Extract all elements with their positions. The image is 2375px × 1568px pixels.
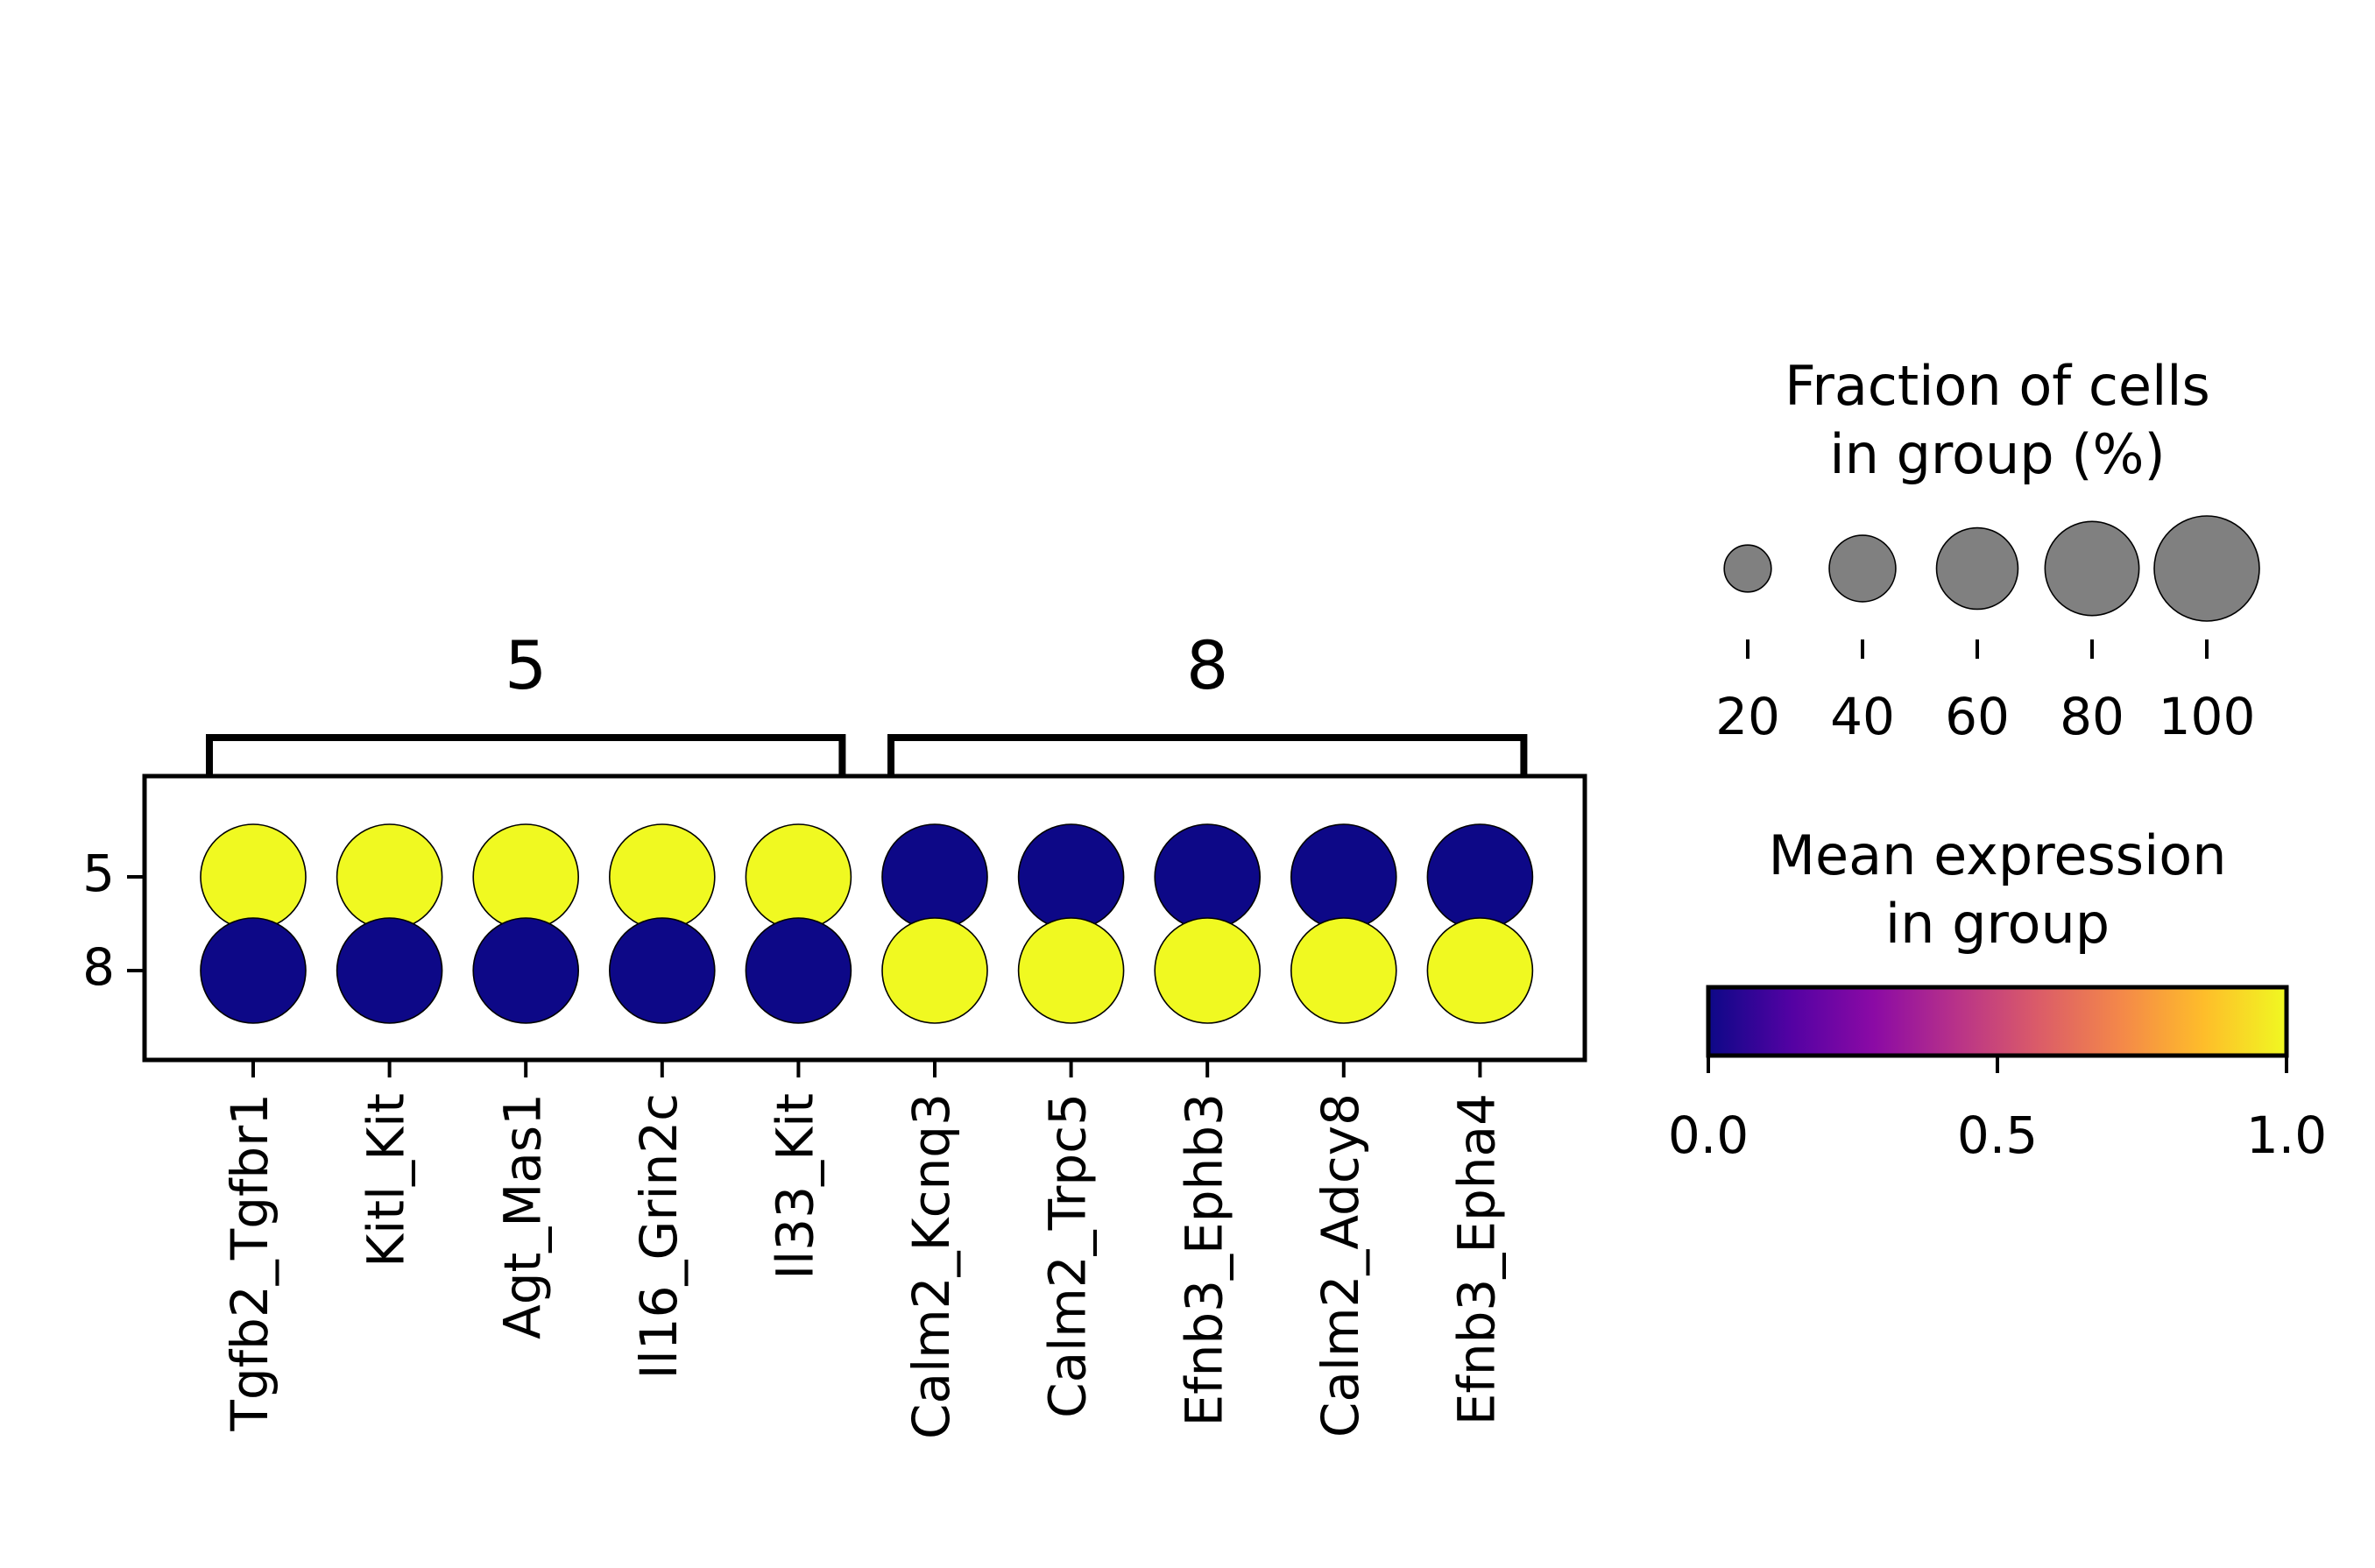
x-tick-label: Calm2_Trpc5 <box>1038 1093 1098 1418</box>
x-tick-label: Calm2_Adcy8 <box>1311 1093 1370 1437</box>
dot-5-Calm2_Kcnq3 <box>881 823 988 930</box>
size-legend-dot-40 <box>1828 534 1897 603</box>
dot-5-Efnb3_Epha4 <box>1426 823 1534 930</box>
color-legend-title-line: in group <box>1885 892 2110 956</box>
x-tick-label: Agt_Mas1 <box>492 1093 552 1339</box>
dot-8-Agt_Mas1 <box>472 917 580 1024</box>
colorbar-tick-label: 0.5 <box>1957 1105 2038 1165</box>
dot-8-Il33_Kit <box>745 917 852 1024</box>
dot-5-Kitl_Kit <box>336 823 443 930</box>
size-legend-dot-60 <box>1935 526 2019 611</box>
dot-8-Kitl_Kit <box>336 917 443 1024</box>
x-tick-label: Il16_Grin2c <box>629 1093 689 1379</box>
dot-5-Agt_Mas1 <box>472 823 580 930</box>
dot-8-Il16_Grin2c <box>608 917 716 1024</box>
dot-5-Tgfb2_Tgfbr1 <box>200 823 307 930</box>
colorbar-tick-label: 0.0 <box>1668 1105 1749 1165</box>
size-legend-label: 20 <box>1715 687 1780 746</box>
size-legend-dot-80 <box>2044 520 2140 617</box>
colorbar-tick-label: 1.0 <box>2246 1105 2327 1165</box>
dot-8-Calm2_Kcnq3 <box>881 917 988 1024</box>
y-tick-label: 5 <box>82 844 115 903</box>
dot-5-Il16_Grin2c <box>608 823 716 930</box>
colorbar <box>1706 985 2289 1058</box>
size-legend-label: 40 <box>1830 687 1895 746</box>
color-legend-title-line: Mean expression <box>1768 823 2226 887</box>
bracket-label-8: 8 <box>1186 626 1228 704</box>
dot-5-Il33_Kit <box>745 823 852 930</box>
y-axis-group-labels: 58 <box>82 844 145 997</box>
dot-8-Calm2_Adcy8 <box>1290 917 1397 1024</box>
dot-5-Calm2_Adcy8 <box>1290 823 1397 930</box>
x-axis-gene-labels: Tgfb2_Tgfbr1 Kitl_Kit Agt_Mas1 Il16_Grin2c I… <box>220 1060 1507 1439</box>
size-legend-label: 60 <box>1945 687 2010 746</box>
dotplot-main-panel <box>142 773 1587 1063</box>
bracket-label-5: 5 <box>505 626 547 704</box>
x-tick-label: Efnb3_Ephb3 <box>1174 1093 1233 1426</box>
dot-8-Tgfb2_Tgfbr1 <box>200 917 307 1024</box>
size-legend-title-line: Fraction of cells <box>1785 354 2210 418</box>
bracket-8 <box>887 734 1528 776</box>
y-tick-label: 8 <box>82 937 115 997</box>
dot-8-Efnb3_Epha4 <box>1426 917 1534 1024</box>
x-tick-label: Kitl_Kit <box>357 1093 416 1268</box>
dot-8-Efnb3_Ephb3 <box>1154 917 1261 1024</box>
size-legend-title-line: in group (%) <box>1829 422 2165 486</box>
size-legend-dot-20 <box>1723 544 1772 593</box>
dot-8-Calm2_Trpc5 <box>1017 917 1125 1024</box>
size-legend-label: 80 <box>2060 687 2124 746</box>
dot-5-Efnb3_Ephb3 <box>1154 823 1261 930</box>
dot-5-Calm2_Trpc5 <box>1017 823 1125 930</box>
x-tick-label: Il33_Kit <box>766 1093 825 1280</box>
size-legend-label: 100 <box>2159 687 2256 746</box>
x-tick-label: Tgfb2_Tgfbr1 <box>220 1093 279 1432</box>
x-tick-label: Efnb3_Epha4 <box>1447 1093 1507 1425</box>
size-legend-dot-100 <box>2153 515 2260 622</box>
bracket-5 <box>206 734 846 776</box>
x-tick-label: Calm2_Kcnq3 <box>901 1093 961 1439</box>
